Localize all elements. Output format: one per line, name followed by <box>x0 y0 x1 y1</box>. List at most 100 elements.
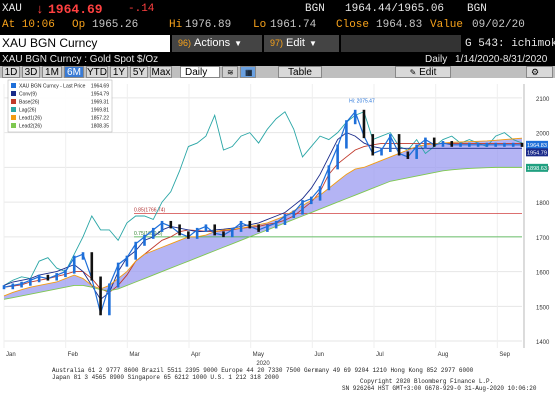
series-xau-bgn-curncy-last-price <box>3 110 523 316</box>
last-price: 1964.69 <box>48 2 103 17</box>
range-button-6m[interactable]: 6M <box>64 66 84 78</box>
price-tag: 1898.63 <box>527 166 547 172</box>
price-candle <box>108 283 111 316</box>
range-button-5y[interactable]: 5Y <box>130 66 148 78</box>
price-candle <box>29 278 32 286</box>
price-candle <box>406 151 410 159</box>
price-candle <box>230 227 234 238</box>
ticker-symbol: XAU <box>2 3 22 15</box>
x-tick-label: Sep <box>499 352 510 358</box>
footer-line-2: Japan 81 3 4565 8900 Singapore 65 6212 1… <box>52 374 279 381</box>
price-candle <box>441 141 445 147</box>
gear-icon: ⚙ <box>531 67 540 77</box>
value-date: 09/02/20 <box>472 19 525 31</box>
x-tick-label: Feb <box>68 352 79 358</box>
chart-type-icon: ≋ <box>227 68 234 77</box>
low-value: 1961.74 <box>270 19 317 31</box>
price-candle <box>187 231 190 239</box>
legend-label: Lag(26) <box>19 108 37 114</box>
edit-number: 97) <box>270 38 284 48</box>
range-button-1d[interactable]: 1D <box>2 66 20 78</box>
down-arrow-icon: ↓ <box>36 2 44 17</box>
legend-label: Lead1(26) <box>19 116 42 122</box>
open-value: 1965.26 <box>92 19 139 31</box>
quote-source: BGN <box>467 3 487 15</box>
price-candle <box>283 214 287 225</box>
price-candle <box>476 142 480 147</box>
open-label: Op <box>72 19 86 31</box>
range-button-max[interactable]: Max <box>150 66 172 78</box>
price-candle <box>72 255 76 274</box>
legend-value: 1954.79 <box>91 92 109 98</box>
chevron-down-icon: ▼ <box>234 39 243 48</box>
legend-swatch <box>11 115 16 120</box>
range-button-ytd[interactable]: YTD <box>86 66 108 78</box>
high-value: 1976.89 <box>185 19 232 31</box>
page-info: G 543: ichimoku <box>465 38 555 50</box>
price-candle <box>459 142 462 147</box>
frequency-select[interactable]: Daily ▼ <box>180 66 220 88</box>
edit-menu[interactable]: 97) Edit ▼ <box>264 35 339 52</box>
price-candle <box>169 220 173 229</box>
edit-chart-button[interactable]: ✎ Edit Chart <box>395 66 451 89</box>
price-candle <box>336 144 339 170</box>
overlay-icon: ▦ <box>245 68 253 77</box>
price-candle <box>274 220 278 229</box>
range-button-1y[interactable]: 1Y <box>110 66 128 78</box>
legend-swatch <box>11 123 16 128</box>
frequency-value: Daily <box>185 67 208 78</box>
price-tag: 1954.79 <box>527 150 547 156</box>
price-candle <box>292 210 296 218</box>
price-candle <box>64 269 67 278</box>
price-candle <box>2 285 6 290</box>
price-candle <box>125 255 129 267</box>
x-tick-label: Mar <box>129 352 139 358</box>
period-label: Daily <box>425 54 448 65</box>
price-candle <box>266 224 269 232</box>
table-button[interactable]: Table <box>278 66 322 78</box>
value-label: Value <box>430 19 464 31</box>
price-tag: 1964.83 <box>527 143 547 149</box>
price-tag-bg <box>526 140 548 149</box>
range-button-1m[interactable]: 1M <box>42 66 62 78</box>
price-candle <box>143 234 146 246</box>
bid-ask: 1964.44/1965.06 <box>345 3 445 15</box>
security-input[interactable]: XAU BGN Curncy <box>0 35 170 52</box>
quote-time: At 10:06 <box>2 19 55 31</box>
price-candle <box>301 200 304 215</box>
settings-button[interactable]: ⚙ <box>526 66 553 78</box>
price-candle <box>151 227 155 239</box>
price-candle <box>178 224 181 236</box>
range-button-3d[interactable]: 3D <box>22 66 40 78</box>
price-candle <box>134 241 137 260</box>
price-candle <box>309 196 313 205</box>
legend-label: Base(26) <box>19 100 40 106</box>
high-label: Hi <box>169 19 183 31</box>
price-tag-bg <box>526 163 548 172</box>
price-candle <box>511 142 515 147</box>
close-label: Close <box>336 19 370 31</box>
price-candle <box>20 281 23 288</box>
price-candle <box>204 224 208 232</box>
y-tick-label: 1600 <box>536 271 550 277</box>
legend-label: XAU BGN Curncy - Last Price <box>19 84 86 90</box>
chart-area[interactable]: 14001500160017001800190020002100JanFebMa… <box>0 78 555 400</box>
series-conv-9 <box>3 132 522 301</box>
legend-swatch <box>11 83 16 88</box>
ichimoku-chart[interactable]: 14001500160017001800190020002100JanFebMa… <box>0 78 555 367</box>
x-tick-label: Jun <box>314 352 324 358</box>
y-tick-label: 1500 <box>536 305 550 311</box>
price-candle <box>327 165 331 191</box>
y-tick-label: 1800 <box>536 201 550 207</box>
legend-value: 1969.31 <box>91 100 109 106</box>
chart-type-button[interactable]: ≋ <box>222 66 238 78</box>
fib-level-label: 0.85(1766.74) <box>134 208 165 214</box>
price-candle <box>55 273 58 281</box>
overlay-button[interactable]: ▦ <box>240 66 256 78</box>
legend-value: 1808.35 <box>91 124 109 130</box>
series-lead1-26 <box>3 137 523 297</box>
price-candle <box>318 186 322 201</box>
price-candle <box>81 252 85 260</box>
actions-menu[interactable]: 96) Actions ▼ <box>172 35 262 52</box>
price-candle <box>46 274 50 281</box>
